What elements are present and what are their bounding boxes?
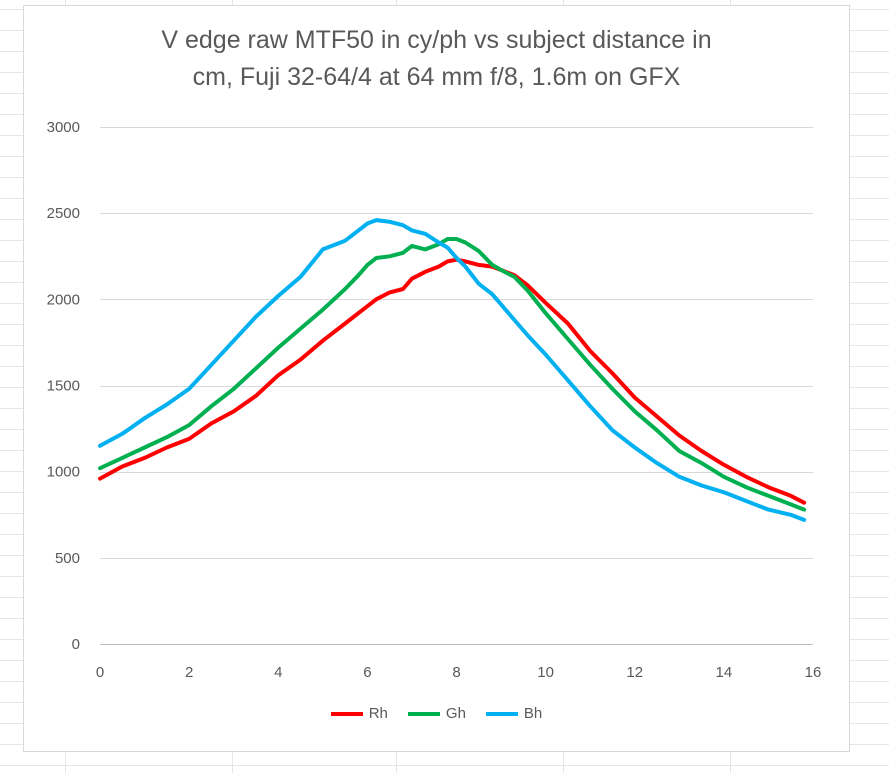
chart-title: V edge raw MTF50 in cy/ph vs subject dis… [23,22,850,96]
x-tick-label: 8 [452,664,460,681]
series-line-rh[interactable] [98,257,807,505]
series-line-bh[interactable] [98,218,807,522]
x-tick-label: 0 [96,664,104,681]
x-tick-label: 6 [363,664,371,681]
legend-swatch-bh [485,711,518,716]
y-tick-label: 2000 [47,291,80,308]
chart-title-line-2: cm, Fuji 32-64/4 at 64 mm f/8, 1.6m on G… [192,63,681,91]
legend-item-bh: Bh [485,705,543,722]
x-tick-label: 12 [626,664,643,681]
legend: Rh Gh Bh [23,705,850,722]
y-tick-label: 1000 [47,464,80,481]
legend-item-gh: Gh [407,705,466,722]
series-line-gh[interactable] [98,237,807,512]
legend-label-gh: Gh [445,705,466,722]
x-tick-label: 16 [805,664,822,681]
legend-swatch-gh [407,711,440,716]
legend-swatch-rh [330,711,363,716]
legend-item-rh: Rh [330,705,388,722]
x-tick-label: 14 [716,664,733,681]
chart-area[interactable] [23,5,850,752]
legend-label-rh: Rh [368,705,388,722]
x-tick-label: 2 [185,664,193,681]
legend-label-bh: Bh [523,705,543,722]
y-tick-label: 0 [72,636,80,653]
x-tick-label: 4 [274,664,282,681]
x-tick-label: 10 [537,664,554,681]
y-tick-label: 2500 [47,205,80,222]
chart-title-line-1: V edge raw MTF50 in cy/ph vs subject dis… [161,26,712,54]
y-tick-label: 1500 [47,378,80,395]
y-tick-label: 500 [55,550,80,567]
y-tick-label: 3000 [47,119,80,136]
